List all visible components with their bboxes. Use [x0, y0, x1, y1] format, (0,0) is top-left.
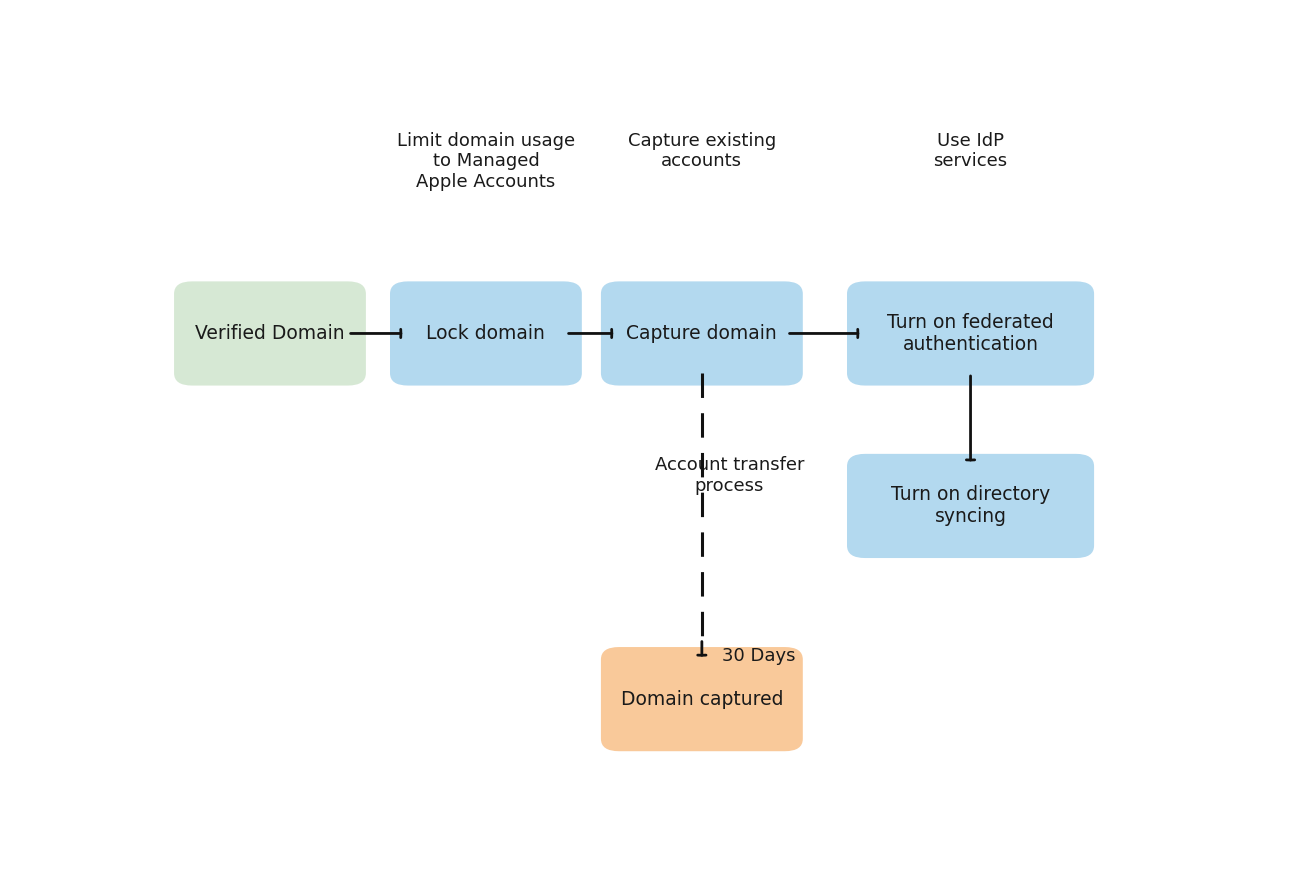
FancyBboxPatch shape	[601, 647, 802, 751]
Text: Verified Domain: Verified Domain	[196, 324, 345, 343]
Text: Domain captured: Domain captured	[621, 690, 783, 709]
Text: Turn on federated
authentication: Turn on federated authentication	[888, 313, 1054, 354]
FancyBboxPatch shape	[601, 281, 802, 385]
Text: Account transfer
process: Account transfer process	[654, 456, 805, 495]
FancyBboxPatch shape	[174, 281, 365, 385]
FancyBboxPatch shape	[390, 281, 582, 385]
Text: 30 Days: 30 Days	[722, 647, 796, 665]
Text: Use IdP
services: Use IdP services	[933, 132, 1007, 170]
FancyBboxPatch shape	[848, 281, 1094, 385]
Text: Lock domain: Lock domain	[426, 324, 546, 343]
FancyBboxPatch shape	[848, 454, 1094, 558]
Text: Capture domain: Capture domain	[626, 324, 778, 343]
Text: Capture existing
accounts: Capture existing accounts	[627, 132, 776, 170]
Text: Turn on directory
syncing: Turn on directory syncing	[890, 486, 1050, 527]
Text: Limit domain usage
to Managed
Apple Accounts: Limit domain usage to Managed Apple Acco…	[397, 132, 575, 191]
